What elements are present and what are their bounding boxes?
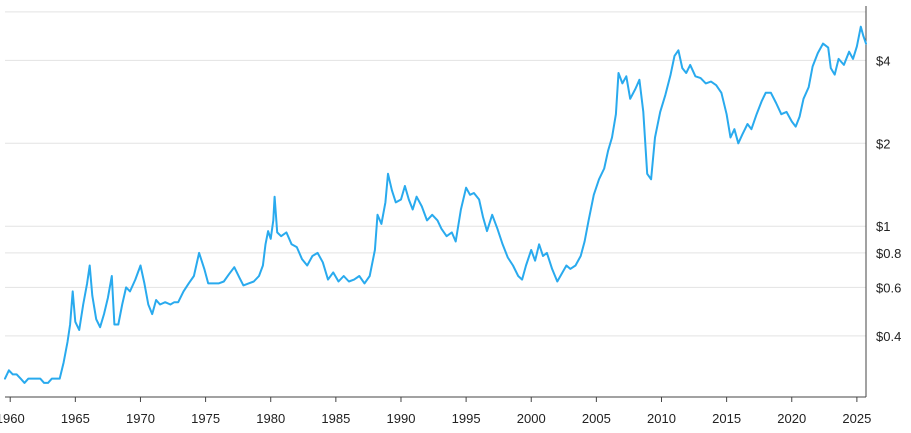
x-tick-label: 2005 xyxy=(582,411,611,426)
x-axis: 1960 1965 1970 1975 1980 1985 1990 1995 2000 2005… xyxy=(0,6,871,426)
y-axis-labels: $0.4 $0.6 $0.8 $1 $2 $4 xyxy=(876,53,901,344)
x-tick-label: 2020 xyxy=(777,411,806,426)
x-tick-label: 1960 xyxy=(0,411,25,426)
x-tick-label: 2010 xyxy=(647,411,676,426)
y-tick-label: $0.4 xyxy=(876,329,901,344)
x-tick-label: 2000 xyxy=(517,411,546,426)
x-tick-label: 1970 xyxy=(126,411,155,426)
x-tick-label: 1965 xyxy=(61,411,90,426)
x-tick-label: 1985 xyxy=(321,411,350,426)
y-tick-label: $1 xyxy=(876,219,890,234)
series-layer xyxy=(4,25,867,384)
y-tick-label: $0.6 xyxy=(876,280,901,295)
x-tick-label: 1995 xyxy=(452,411,481,426)
y-tick-label: $2 xyxy=(876,136,890,151)
gridlines xyxy=(5,11,866,337)
y-tick-label: $0.8 xyxy=(876,246,901,261)
x-tick-label: 1975 xyxy=(191,411,220,426)
x-tick-label: 2015 xyxy=(712,411,741,426)
x-tick-label: 1980 xyxy=(256,411,285,426)
y-tick-label: $4 xyxy=(876,53,890,68)
x-tick-label: 1990 xyxy=(387,411,416,426)
x-tick-label: 2025 xyxy=(842,411,871,426)
series-line xyxy=(4,25,867,384)
